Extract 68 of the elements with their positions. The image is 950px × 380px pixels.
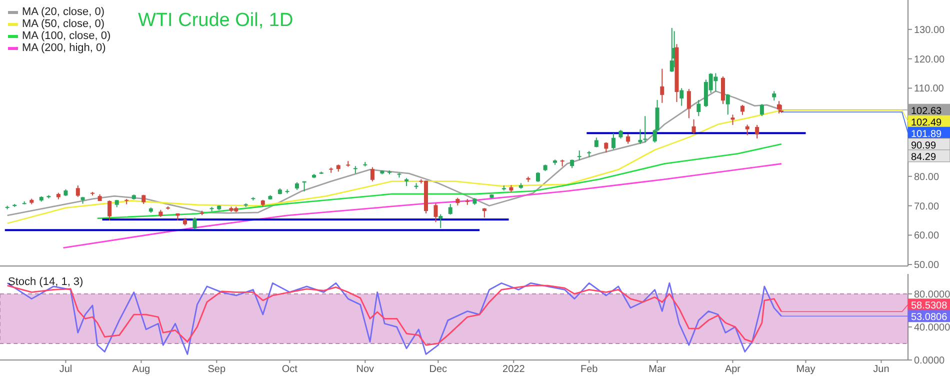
x-tick-label: Apr bbox=[724, 364, 742, 376]
candlestick bbox=[108, 200, 112, 221]
line-series bbox=[96, 143, 782, 220]
x-tick-label: Jul bbox=[59, 364, 72, 376]
candlestick bbox=[760, 104, 764, 117]
candlestick bbox=[720, 76, 725, 105]
x-tick-label: Feb bbox=[580, 364, 598, 376]
x-tick-label: Nov bbox=[356, 364, 374, 376]
text: WTI Crude Oil, 1D bbox=[138, 10, 294, 32]
candlestick bbox=[643, 116, 648, 143]
y-tick-label: 130.00 bbox=[914, 24, 946, 36]
candlestick bbox=[755, 124, 760, 139]
y-tick-label: 80.00 bbox=[914, 172, 940, 183]
x-tick-label: 2022 bbox=[502, 364, 526, 376]
annotation: 102.49 bbox=[911, 117, 942, 128]
y-tick-label: 70.00 bbox=[914, 201, 940, 212]
candlestick bbox=[638, 128, 642, 145]
candlestick bbox=[192, 217, 197, 230]
candlestick bbox=[434, 202, 438, 223]
candlestick bbox=[772, 90, 776, 102]
candlestick bbox=[448, 203, 452, 216]
text: 90.99 bbox=[911, 140, 936, 152]
legend-label: MA (200, high, 0) bbox=[22, 42, 106, 54]
y-tick-label: 50.00 bbox=[914, 260, 940, 272]
y-tick-label: 40.0000 bbox=[914, 322, 950, 334]
candlestick bbox=[740, 104, 744, 116]
candlestick bbox=[626, 134, 630, 144]
candlestick bbox=[670, 27, 674, 73]
legend-label: MA (20, close, 0) bbox=[22, 6, 105, 18]
x-tick-label: Oct bbox=[282, 364, 298, 376]
candlestick bbox=[660, 68, 664, 104]
x-tick-label: Aug bbox=[132, 364, 150, 376]
annotation: 58.5308 bbox=[911, 300, 948, 312]
legend-label: MA (100, close, 0) bbox=[22, 30, 111, 42]
y-tick-label: 80.0000 bbox=[914, 289, 950, 300]
candlestick bbox=[594, 137, 598, 148]
x-tick-label: Sep bbox=[208, 364, 226, 376]
line-series bbox=[62, 163, 782, 248]
candlestick bbox=[730, 114, 735, 126]
y-tick-label: 0.0000 bbox=[914, 356, 946, 367]
x-tick-label: Mar bbox=[648, 364, 667, 376]
y-tick-label: 110.00 bbox=[914, 84, 944, 95]
candlestick bbox=[577, 150, 582, 161]
candlestick bbox=[604, 142, 608, 154]
candlestick bbox=[611, 132, 616, 150]
candlestick bbox=[680, 88, 684, 106]
candlestick bbox=[438, 214, 443, 229]
candlestick bbox=[353, 166, 358, 174]
candlestick bbox=[482, 208, 486, 218]
text: 84.29 bbox=[911, 152, 936, 163]
annotation: 101.89 bbox=[911, 128, 942, 140]
candlestick bbox=[726, 94, 730, 116]
chart-title: Stoch (14, 1, 3) bbox=[8, 276, 84, 288]
candlestick bbox=[692, 118, 696, 134]
x-tick-label: Dec bbox=[429, 364, 448, 376]
x-tick-label: Jun bbox=[873, 364, 890, 376]
candlestick bbox=[696, 99, 701, 117]
candlestick bbox=[745, 124, 750, 136]
legend-label: MA (50, close, 0) bbox=[22, 18, 105, 30]
x-tick-label: May bbox=[796, 364, 816, 376]
y-tick-label: 60.00 bbox=[914, 230, 940, 242]
y-tick-label: 120.00 bbox=[914, 54, 946, 66]
candlestick bbox=[536, 172, 540, 182]
candlestick bbox=[76, 184, 80, 198]
annotation: 102.63 bbox=[911, 106, 942, 117]
annotation: 53.0806 bbox=[911, 312, 948, 324]
candlestick bbox=[686, 88, 691, 119]
candlestick bbox=[370, 166, 374, 182]
